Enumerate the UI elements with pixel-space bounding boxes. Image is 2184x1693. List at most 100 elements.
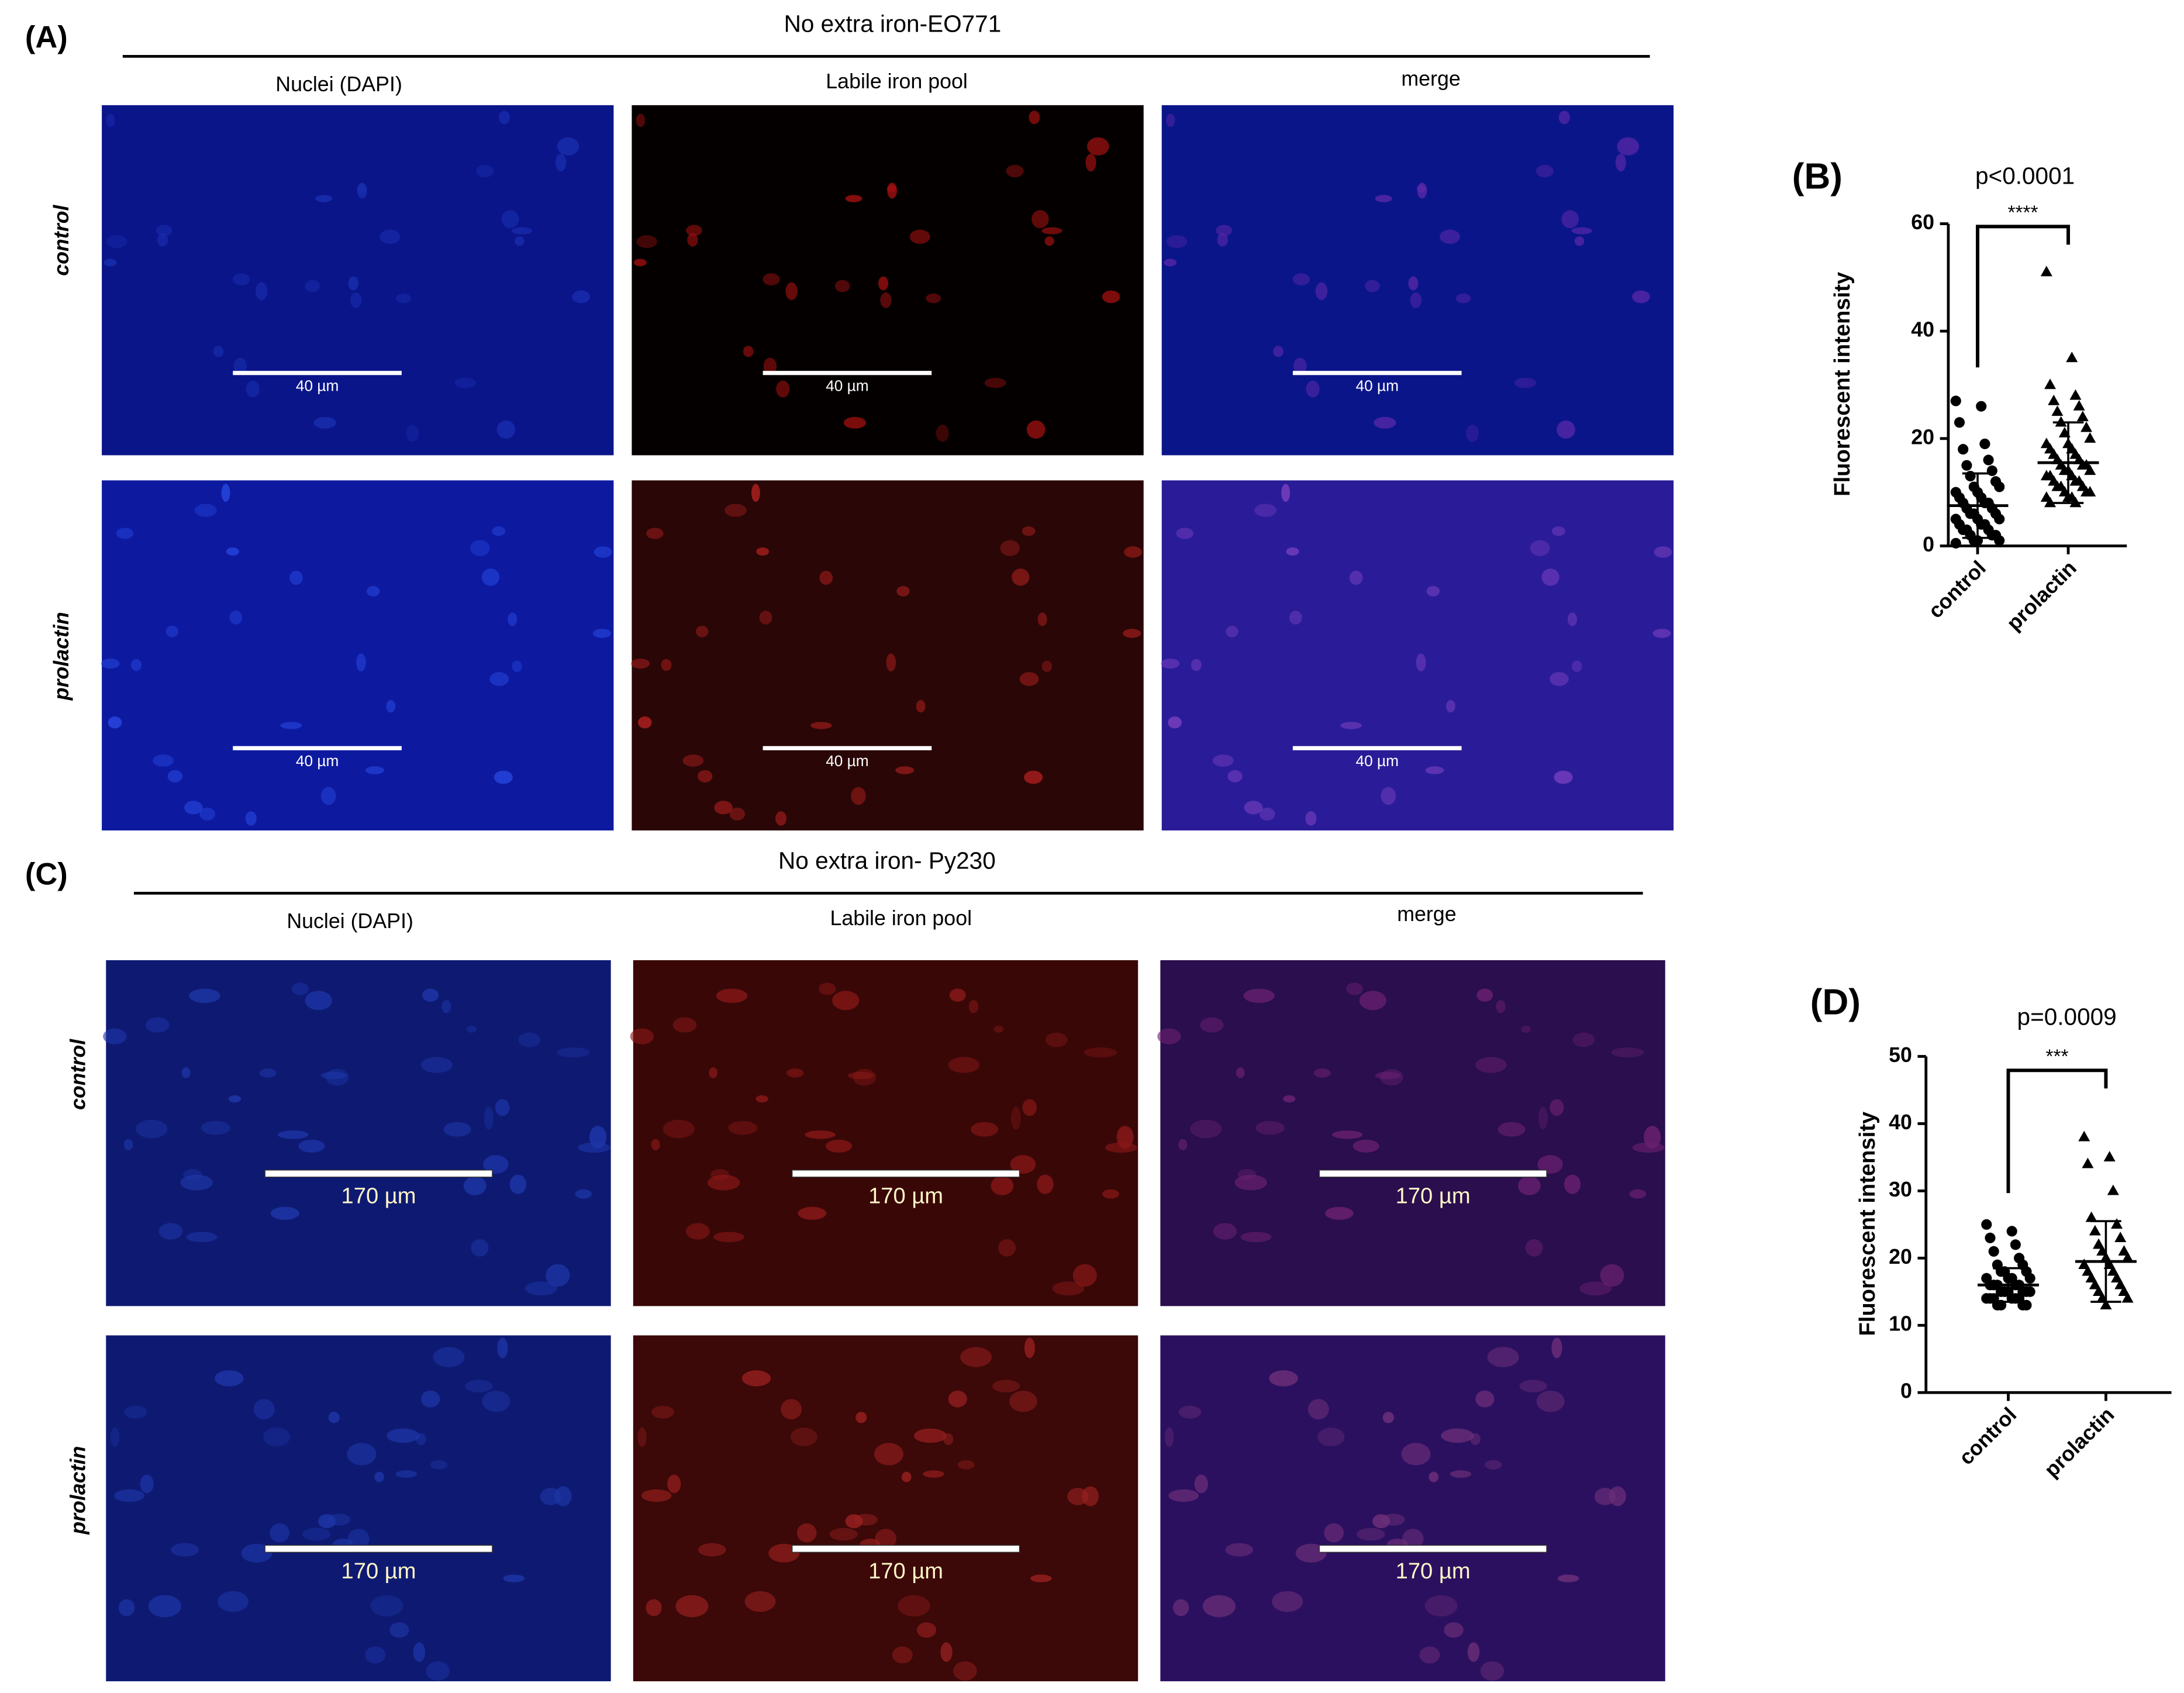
row-label: prolactin [50, 612, 73, 701]
data-point [2121, 1251, 2134, 1263]
y-axis-label: Fluorescent intensity [1855, 1111, 1880, 1336]
row-label: control [50, 205, 73, 276]
cell [325, 1068, 349, 1086]
cell [466, 1025, 477, 1033]
cell [1455, 294, 1471, 304]
cell [851, 787, 866, 805]
cell [422, 988, 439, 1002]
cell [878, 276, 889, 291]
data-point [2085, 1272, 2097, 1282]
cell [716, 988, 748, 1003]
cell [1293, 357, 1307, 375]
cell [826, 1139, 853, 1153]
cell [1644, 1126, 1661, 1149]
data-point [2051, 405, 2064, 416]
cell [853, 1068, 877, 1086]
cell [1609, 1486, 1626, 1506]
cell [443, 1122, 471, 1137]
data-point [2073, 400, 2085, 411]
data-point [2076, 411, 2089, 422]
cell [913, 1428, 947, 1443]
cell [709, 1067, 718, 1078]
cell [1213, 1223, 1237, 1240]
cell [1212, 754, 1234, 767]
data-point [2006, 1226, 2017, 1237]
scale-bar-label: 40 µm [1356, 752, 1399, 770]
cell [855, 1412, 867, 1423]
cell [1654, 546, 1672, 558]
panel-label: (B) [1792, 157, 1843, 197]
cell [1558, 111, 1570, 125]
micrograph: 170 µm [633, 1335, 1138, 1681]
cell [1024, 770, 1043, 784]
cell [433, 1347, 465, 1367]
scale-bar [1292, 371, 1462, 375]
cell [810, 722, 832, 729]
micrograph: 40 µm [101, 480, 614, 831]
cell [786, 1068, 804, 1078]
cell [1226, 625, 1238, 637]
cell [1176, 527, 1193, 539]
cell [1240, 1232, 1272, 1243]
scale-bar [264, 1170, 493, 1178]
cell [887, 182, 898, 199]
cell [729, 807, 746, 821]
cell [136, 1119, 168, 1139]
cell [1514, 378, 1536, 388]
cell [518, 1032, 541, 1047]
cell [1498, 1122, 1526, 1137]
cell [110, 1427, 120, 1447]
cell [379, 229, 401, 244]
cell [1227, 770, 1243, 782]
cell [785, 282, 798, 301]
cell [1216, 225, 1232, 236]
cell [1166, 113, 1175, 127]
cell [263, 1428, 291, 1447]
cell [1029, 111, 1040, 125]
cell [1041, 660, 1053, 673]
data-point [2044, 378, 2057, 389]
cell [454, 378, 477, 388]
data-point [1950, 395, 1961, 406]
cell [1480, 1661, 1505, 1681]
cell [395, 1470, 418, 1478]
cell [484, 1106, 494, 1130]
cell [1306, 380, 1320, 398]
cell [1496, 1000, 1506, 1013]
cell [213, 346, 224, 357]
cell [923, 1470, 944, 1478]
cell [1082, 1486, 1099, 1506]
data-point [2021, 1299, 2032, 1311]
cell [1045, 1032, 1068, 1047]
cell [1629, 1189, 1647, 1199]
cell [1476, 988, 1493, 1002]
scale-bar [791, 1170, 1020, 1178]
cell [1087, 137, 1109, 156]
cell [495, 1099, 510, 1116]
cell [180, 1174, 213, 1191]
cell [1429, 1471, 1439, 1482]
cell [1305, 811, 1317, 826]
micrograph: 170 µm [103, 960, 611, 1306]
chart-title: p=0.0009 [2017, 1004, 2117, 1030]
cell [291, 982, 309, 995]
cell [901, 1471, 912, 1482]
cell [781, 1399, 802, 1420]
cell [557, 137, 579, 156]
cell [1102, 1189, 1119, 1199]
data-point [1985, 1232, 1996, 1243]
cell [108, 716, 122, 729]
x-tick-label: prolactin [2040, 1403, 2119, 1482]
cell [1426, 586, 1440, 596]
data-point [2103, 1151, 2116, 1162]
data-point [1961, 460, 1972, 471]
cell [819, 570, 833, 585]
cell [1520, 1025, 1531, 1033]
y-axis-label: Fluorescent intensity [1830, 271, 1855, 496]
cell [1031, 210, 1049, 229]
cell [483, 1155, 509, 1174]
cell [463, 1176, 487, 1195]
cell [1375, 195, 1392, 202]
cell [1200, 1017, 1224, 1033]
